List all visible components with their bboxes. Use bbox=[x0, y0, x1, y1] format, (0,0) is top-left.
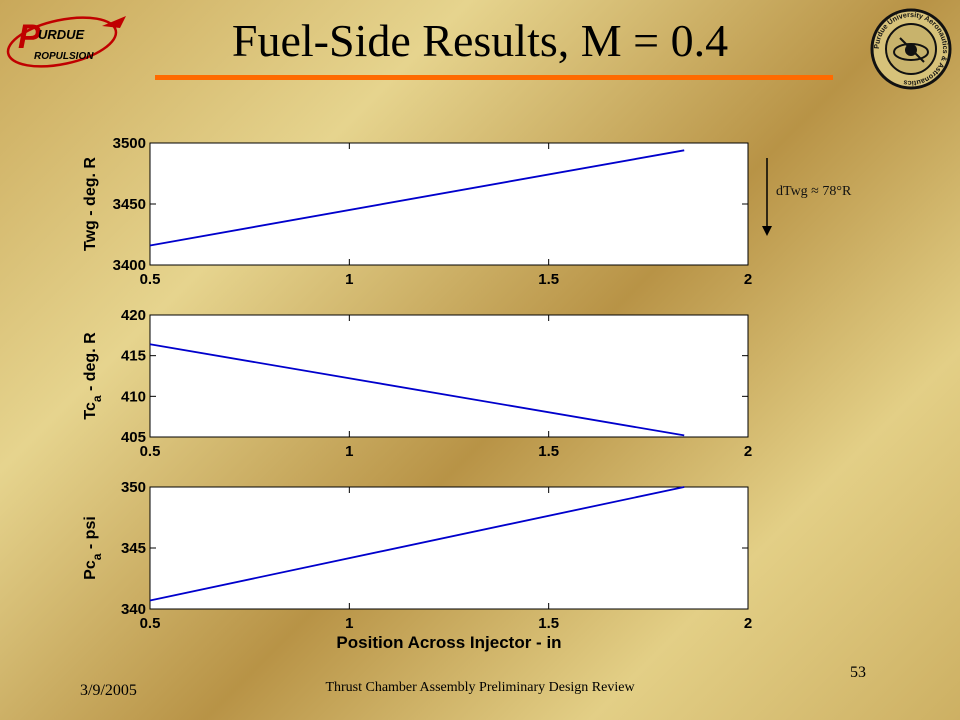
purdue-aeronautics-astronautics-seal: Purdue University Aeronautics & Astronau… bbox=[870, 8, 952, 90]
x-axis-label: Position Across Injector - in bbox=[336, 633, 561, 652]
y-tick-label: 410 bbox=[121, 388, 146, 405]
slide-title: Fuel-Side Results, M = 0.4 bbox=[231, 15, 729, 66]
plot-area-2 bbox=[149, 314, 749, 438]
plot-area-3 bbox=[149, 486, 749, 610]
x-tick-label: 1.5 bbox=[538, 615, 559, 632]
x-tick-label: 2 bbox=[744, 443, 752, 460]
footer-review-title: Thrust Chamber Assembly Preliminary Desi… bbox=[325, 680, 635, 695]
title-rule bbox=[155, 75, 833, 80]
y-axis-label-3: Pca - psi bbox=[82, 516, 104, 580]
logo-left-line2: ROPULSION bbox=[34, 51, 94, 62]
logo-left-line1: URDUE bbox=[38, 27, 85, 42]
x-tick-label: 2 bbox=[744, 271, 752, 288]
y-tick-label: 340 bbox=[121, 601, 146, 618]
y-tick-label: 3450 bbox=[113, 196, 146, 213]
x-tick-label: 1 bbox=[345, 443, 353, 460]
x-tick-label: 0.5 bbox=[140, 443, 161, 460]
page-number: 53 bbox=[850, 664, 866, 681]
series-line-2 bbox=[149, 343, 685, 437]
down-arrow-icon bbox=[762, 158, 772, 236]
y-tick-label: 415 bbox=[121, 348, 146, 365]
y-axis-label-1: Twg - deg. R bbox=[82, 157, 99, 251]
x-tick-label: 2 bbox=[744, 615, 752, 632]
purdue-propulsion-logo: P URDUE ROPULSION bbox=[6, 16, 126, 68]
y-tick-label: 345 bbox=[121, 540, 146, 557]
x-tick-label: 0.5 bbox=[140, 615, 161, 632]
x-tick-label: 1.5 bbox=[538, 271, 559, 288]
x-tick-label: 1 bbox=[345, 615, 353, 632]
y-tick-label: 405 bbox=[121, 429, 146, 446]
series-line-1 bbox=[149, 149, 685, 247]
x-tick-label: 1.5 bbox=[538, 443, 559, 460]
series-line-3 bbox=[149, 486, 685, 602]
y-tick-label: 420 bbox=[121, 307, 146, 324]
y-tick-label: 350 bbox=[121, 479, 146, 496]
footer-date: 3/9/2005 bbox=[80, 682, 137, 699]
x-tick-label: 1 bbox=[345, 271, 353, 288]
y-tick-label: 3400 bbox=[113, 257, 146, 274]
svg-text:P: P bbox=[18, 18, 41, 56]
y-tick-label: 3500 bbox=[113, 135, 146, 152]
x-tick-label: 0.5 bbox=[140, 271, 161, 288]
y-axis-label-2: Tca - deg. R bbox=[82, 332, 104, 420]
plot-area-1 bbox=[149, 142, 749, 266]
dtwg-annotation: dTwg ≈ 78°R bbox=[776, 184, 852, 199]
